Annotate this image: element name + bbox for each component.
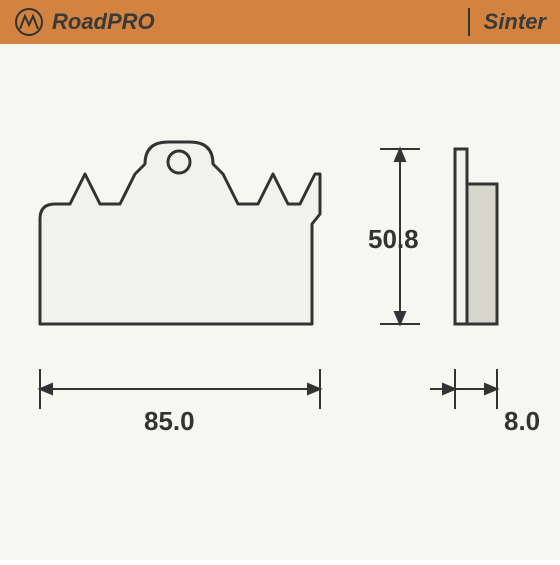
brake-pad-side — [455, 149, 497, 324]
brand-logo-icon — [14, 7, 44, 37]
product-header: RoadPRO Sinter — [0, 0, 560, 44]
header-right: Sinter — [468, 8, 546, 36]
dimension-width — [40, 369, 320, 409]
diagram-area: 85.0 50.8 8.0 — [0, 44, 560, 560]
product-type: Sinter — [484, 9, 546, 35]
brake-pad-front — [40, 142, 320, 324]
diagram-svg — [0, 44, 560, 560]
dimension-width-label: 85.0 — [144, 406, 195, 437]
dimension-height-label: 50.8 — [368, 224, 419, 255]
product-name: RoadPRO — [52, 9, 155, 35]
header-left: RoadPRO — [14, 7, 155, 37]
header-divider — [468, 8, 470, 36]
dimension-thickness — [430, 369, 497, 409]
dimension-thickness-label: 8.0 — [504, 406, 540, 437]
